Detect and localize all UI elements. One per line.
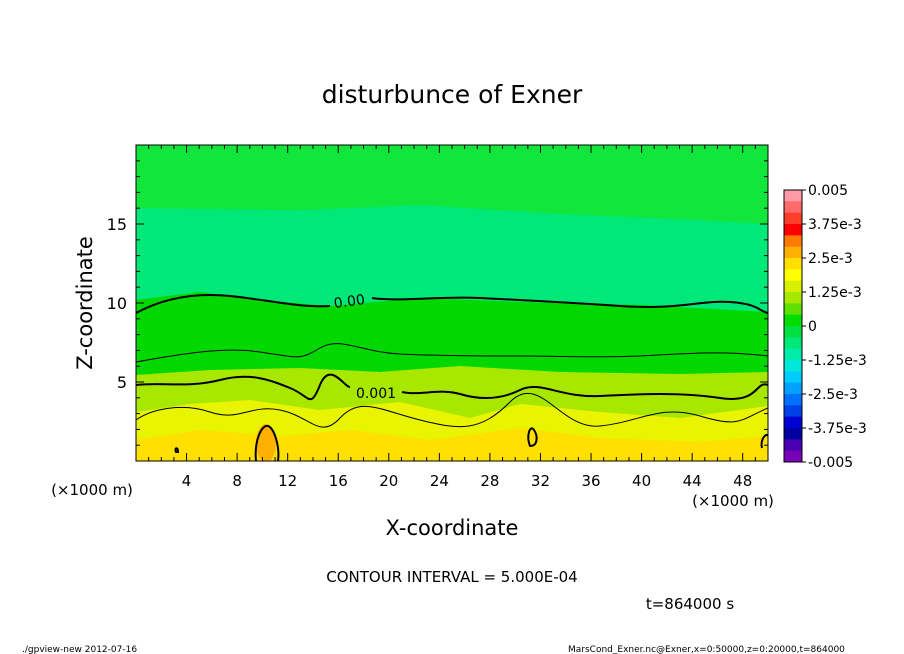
x-axis-label: X-coordinate <box>386 516 519 540</box>
colorbar-swatch <box>784 303 802 316</box>
colorbar-label: 2.5e-3 <box>808 251 853 267</box>
colorbar-label: 1.25e-3 <box>808 285 862 301</box>
y-axis-ticks: 5 10 15 <box>107 160 768 446</box>
x-axis-units-left: (×1000 m) <box>51 481 133 499</box>
colorbar-swatch <box>784 428 802 440</box>
colorbar-swatch <box>784 269 802 282</box>
contour-line <box>174 447 180 453</box>
colorbar-swatch <box>784 416 802 429</box>
colorbar-swatch <box>784 348 802 361</box>
colorbar-swatch <box>784 212 802 225</box>
chart-title: disturbunce of Exner <box>322 80 583 109</box>
colorbar-label: -3.75e-3 <box>808 421 867 437</box>
colorbar-swatch <box>784 292 802 304</box>
colorbar-swatch <box>784 258 802 270</box>
colorbar-swatch <box>784 450 802 463</box>
x-tick-label: 12 <box>278 472 297 490</box>
colorbar-swatch <box>784 235 802 248</box>
time-text: t=864000 s <box>646 595 734 613</box>
colorbar-swatch <box>784 246 802 259</box>
x-tick-label: 20 <box>379 472 398 490</box>
colorbar-swatch <box>784 337 802 350</box>
heatmap-field <box>136 145 768 461</box>
colorbar-swatch <box>784 405 802 418</box>
colorbar-swatch <box>784 394 802 406</box>
footer-right: MarsCond_Exner.nc@Exner,x=0:50000,z=0:20… <box>568 645 845 654</box>
x-axis-units-right: (×1000 m) <box>692 492 774 510</box>
warm-cell <box>256 424 276 461</box>
x-tick-label: 28 <box>480 472 499 490</box>
contour-line <box>136 343 768 363</box>
colorbar-swatch <box>784 190 802 202</box>
x-tick-label: 8 <box>232 472 242 490</box>
colorbar-label: 3.75e-3 <box>808 217 862 233</box>
x-tick-label: 36 <box>581 472 600 490</box>
colorbar-swatch <box>784 314 802 327</box>
colorbar-label: -0.005 <box>808 455 853 471</box>
contour-line <box>136 393 768 428</box>
contour-line <box>254 424 280 461</box>
x-tick-label: 24 <box>430 472 449 490</box>
contour-line <box>527 427 538 448</box>
contour-line <box>136 293 768 314</box>
x-tick-label: 32 <box>531 472 550 490</box>
x-tick-label: 40 <box>632 472 651 490</box>
colorbar-swatch <box>784 201 802 214</box>
field-band-peak <box>136 428 768 461</box>
x-tick-label: 48 <box>733 472 752 490</box>
colorbar-label: 0 <box>808 319 817 335</box>
colorbar-swatch <box>784 382 802 395</box>
colorbar-swatch <box>784 439 802 452</box>
colorbar-swatch <box>784 224 802 236</box>
contour-label: 0.00 <box>333 292 366 312</box>
colorbar-swatch <box>784 280 802 293</box>
colorbar-swatch <box>784 326 802 338</box>
footer-left: ./gpview-new 2012-07-16 <box>22 645 137 654</box>
x-tick-label: 44 <box>683 472 702 490</box>
colorbar-swatch <box>784 371 802 384</box>
colorbar: 0.005 3.75e-3 2.5e-3 1.25e-3 0 -1.25e-3 -2.5e-… <box>783 183 867 471</box>
contour-label: 0.001 <box>356 386 396 402</box>
contour-interval-text: CONTOUR INTERVAL = 5.000E-04 <box>326 568 577 586</box>
y-tick-label: 10 <box>107 294 127 313</box>
y-tick-label: 15 <box>107 215 127 234</box>
x-axis-ticks: 4 8 12 16 20 24 28 32 36 40 44 48 <box>148 145 756 490</box>
colorbar-swatch <box>784 360 802 372</box>
x-tick-label: 16 <box>329 472 348 490</box>
y-axis-label: Z-coordinate <box>73 236 97 370</box>
y-tick-label: 5 <box>117 373 127 392</box>
colorbar-label: 0.005 <box>808 183 848 199</box>
x-tick-label: 4 <box>182 472 192 490</box>
colorbar-label: -1.25e-3 <box>808 353 867 369</box>
contour-lines: 0.00 0.001 <box>136 292 768 461</box>
contour-line <box>136 373 768 401</box>
contour-line <box>760 434 768 449</box>
colorbar-label: -2.5e-3 <box>808 387 858 403</box>
